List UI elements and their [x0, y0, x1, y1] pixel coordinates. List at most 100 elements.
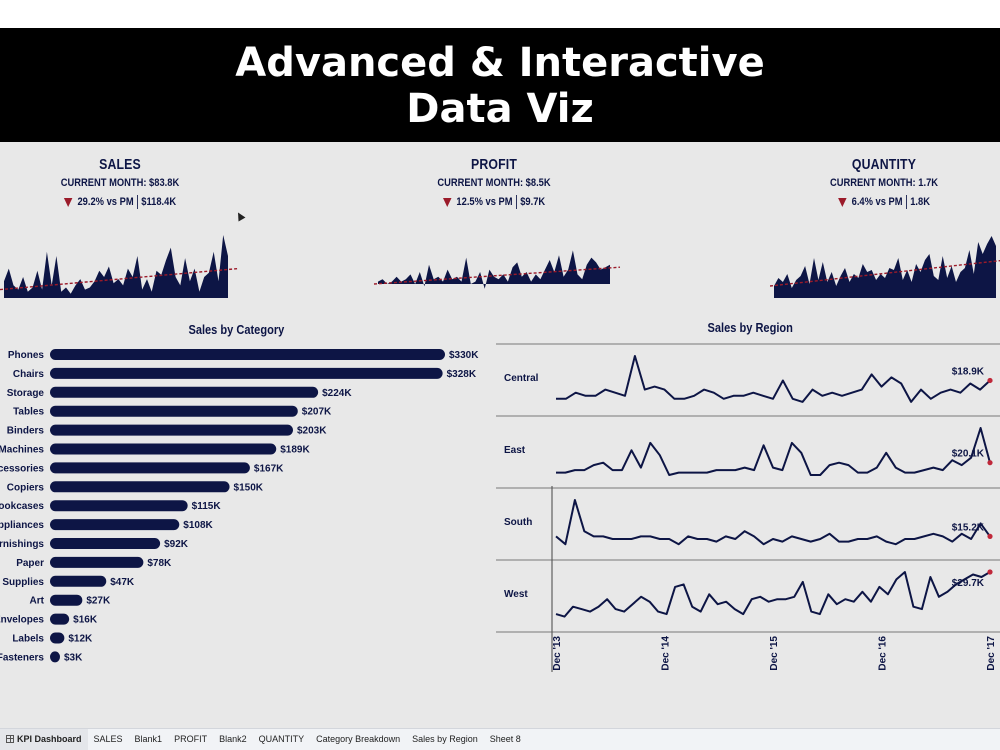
tab-sales-by-region[interactable]: Sales by Region	[412, 733, 478, 744]
category-bar[interactable]	[50, 556, 144, 568]
bar-value-label: $150K	[234, 482, 264, 493]
tab-quantity[interactable]: QUANTITY	[258, 733, 305, 744]
bar-value-label: $12K	[68, 634, 93, 645]
category-bar[interactable]	[50, 519, 180, 531]
region-line[interactable]	[556, 355, 991, 403]
sales-by-category-title: Sales by Category	[188, 322, 285, 337]
trend-line	[770, 259, 1000, 287]
trend-line	[373, 266, 621, 285]
kpi-delta-value: 12.5% vs PM	[456, 196, 513, 208]
region-end-label: $29.7K	[952, 578, 985, 589]
category-bar[interactable]	[50, 613, 70, 625]
category-bar[interactable]	[50, 481, 230, 493]
title-banner: Advanced & Interactive Data Viz	[0, 28, 1000, 142]
bar-value-label: $189K	[280, 445, 310, 456]
tab-blank1[interactable]: Blank1	[134, 733, 163, 744]
kpi-current-month: CURRENT MONTH: $8.5K	[437, 177, 551, 189]
kpi-delta: 12.5% vs PM $9.7K	[392, 195, 596, 209]
tab-label: KPI Dashboard	[17, 733, 82, 744]
category-bar[interactable]	[50, 349, 445, 360]
category-bar[interactable]	[50, 386, 319, 398]
bar-value-label: $92K	[164, 539, 189, 550]
kpi-previous-value: $9.7K	[520, 196, 546, 208]
bar-value-label: $16K	[73, 615, 98, 626]
dashboard: SALES CURRENT MONTH: $83.8K 29.2% vs PM …	[0, 142, 1000, 728]
profit-sparkline[interactable]	[366, 222, 622, 292]
divider	[905, 195, 907, 209]
category-bar[interactable]	[50, 575, 107, 587]
region-label: Central	[504, 373, 539, 384]
category-label: Storage	[7, 388, 45, 399]
category-label: Copiers	[7, 482, 45, 493]
category-bar[interactable]	[50, 462, 250, 474]
category-bar[interactable]	[50, 367, 443, 379]
down-triangle-icon	[838, 197, 847, 207]
tab-sheet-8[interactable]: Sheet 8	[489, 733, 521, 744]
region-line[interactable]	[556, 427, 991, 476]
category-bar[interactable]	[50, 594, 83, 606]
category-label: Machines	[0, 445, 44, 456]
category-bar[interactable]	[50, 632, 65, 644]
kpi-delta-value: 29.2% vs PM	[77, 196, 134, 208]
region-label: East	[504, 445, 526, 456]
kpi-previous-value: $118.4K	[141, 196, 177, 208]
kpi-title: SALES	[99, 156, 141, 173]
tab-kpi-dashboard[interactable]: KPI Dashboard	[0, 728, 88, 750]
last-point-marker	[987, 569, 993, 575]
x-tick-label: Dec '13	[552, 636, 563, 671]
category-bar[interactable]	[50, 443, 277, 455]
sales-sparkline[interactable]	[0, 222, 240, 302]
category-label: Fasteners	[0, 652, 44, 663]
sales-by-region-chart[interactable]: Central $18.9K East $20.1K South $15.2K West $2…	[496, 342, 1000, 672]
tab-profit[interactable]: PROFIT	[174, 733, 208, 744]
bar-value-label: $224K	[322, 388, 352, 399]
region-label: West	[504, 589, 528, 600]
kpi-current-month: CURRENT MONTH: 1.7K	[829, 177, 939, 189]
region-end-label: $20.1K	[952, 449, 985, 460]
category-bar[interactable]	[50, 405, 298, 417]
category-bar[interactable]	[50, 651, 60, 663]
down-triangle-icon	[63, 197, 73, 207]
bar-value-label: $3K	[64, 652, 83, 663]
category-label: Bookcases	[0, 501, 44, 512]
bar-value-label: $167K	[254, 463, 284, 474]
region-line[interactable]	[555, 499, 991, 546]
bar-value-label: $115K	[192, 501, 222, 512]
bar-value-label: $328K	[447, 369, 477, 380]
kpi-quantity[interactable]: QUANTITY CURRENT MONTH: 1.7K 6.4% vs PM …	[764, 156, 1000, 209]
dashboard-grid-icon	[6, 734, 14, 743]
x-tick-label: Dec '17	[986, 636, 997, 671]
category-bar[interactable]	[50, 538, 161, 549]
bar-value-label: $108K	[183, 520, 213, 531]
category-label: Appliances	[0, 520, 44, 531]
category-label: Phones	[8, 350, 45, 361]
kpi-current-month: CURRENT MONTH: $83.8K	[60, 177, 180, 189]
tab-blank2[interactable]: Blank2	[219, 733, 247, 744]
category-label: Chairs	[13, 369, 45, 380]
x-tick-label: Dec '14	[661, 636, 672, 671]
region-line[interactable]	[555, 571, 991, 618]
kpi-title: PROFIT	[470, 156, 518, 173]
kpi-title: QUANTITY	[851, 156, 917, 173]
category-label: Binders	[7, 426, 45, 437]
last-point-marker	[987, 377, 993, 384]
tab-category-breakdown[interactable]: Category Breakdown	[316, 733, 401, 744]
category-bar[interactable]	[50, 424, 293, 436]
region-end-label: $18.9K	[952, 366, 985, 377]
bar-value-label: $27K	[86, 596, 111, 607]
kpi-previous-value: 1.8K	[910, 196, 930, 208]
category-label: Furnishings	[0, 539, 44, 550]
category-bar[interactable]	[50, 500, 188, 512]
kpi-sales[interactable]: SALES CURRENT MONTH: $83.8K 29.2% vs PM …	[0, 156, 240, 209]
quantity-sparkline[interactable]	[770, 222, 1000, 302]
x-tick-label: Dec '16	[878, 636, 889, 671]
region-label: South	[504, 517, 532, 528]
banner-line-2: Data Viz	[406, 86, 594, 132]
category-label: Labels	[12, 634, 44, 645]
category-label: Art	[30, 596, 45, 607]
tab-sales[interactable]: SALES	[93, 733, 123, 744]
sales-by-category-chart[interactable]: Phones $330K Chairs $328K Storage $224K Tables…	[0, 342, 490, 672]
kpi-profit[interactable]: PROFIT CURRENT MONTH: $8.5K 12.5% vs PM …	[374, 156, 614, 209]
category-label: Tables	[13, 407, 44, 418]
last-point-marker	[987, 533, 993, 539]
